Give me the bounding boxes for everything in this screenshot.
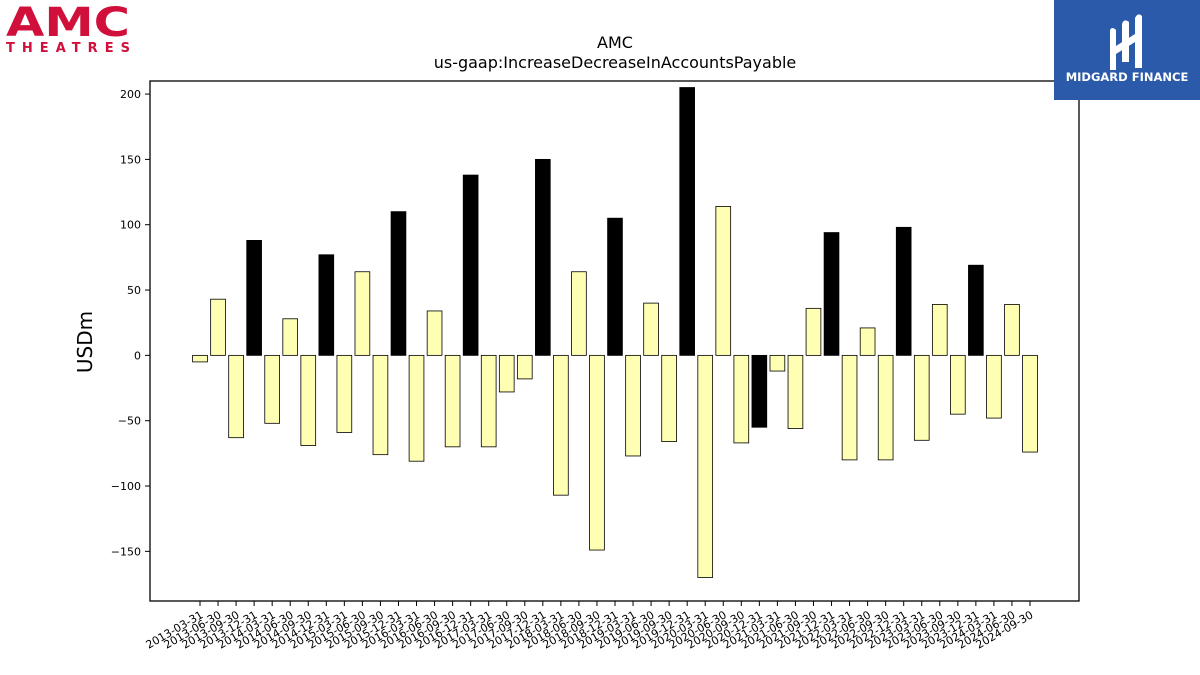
bar-2017-03-31 — [480, 354, 497, 448]
bar-2020-12-31 — [751, 354, 768, 428]
bar-2017-06-30 — [498, 354, 515, 393]
bar-2023-06-30 — [931, 304, 948, 356]
y-tick-label: 50 — [127, 284, 141, 297]
bar-2022-03-31 — [841, 354, 858, 461]
bar-2014-06-30 — [282, 318, 299, 356]
bar-2023-03-31 — [913, 354, 930, 441]
bar-2024-03-31 — [986, 354, 1002, 419]
bar-2024-09-30 — [1022, 354, 1038, 453]
bar-2014-03-31 — [264, 354, 280, 424]
bar-2014-12-31 — [318, 254, 335, 356]
bar-2013-12-31 — [246, 239, 262, 356]
chart-subtitle: us-gaap:IncreaseDecreaseInAccountsPayabl… — [434, 53, 797, 72]
y-tick-label: 150 — [120, 153, 141, 166]
bar-2022-09-30 — [877, 354, 894, 461]
bar-2018-03-31 — [553, 354, 569, 496]
bar-2021-03-31 — [769, 354, 786, 372]
bar-2015-12-31 — [390, 211, 407, 356]
midgard-m-icon — [1110, 14, 1142, 70]
bar-2015-06-30 — [354, 271, 371, 356]
y-tick-label: 100 — [120, 219, 141, 232]
bar-2019-12-31 — [679, 87, 695, 356]
y-tick-label: −150 — [111, 545, 141, 558]
midgard-logo-text: MIDGARD FINANCE — [1066, 70, 1189, 84]
y-tick-label: −50 — [118, 415, 141, 428]
bar-2021-06-30 — [787, 354, 804, 429]
bar-2015-03-31 — [336, 354, 353, 433]
bar-2013-06-30 — [210, 298, 226, 356]
bar-2020-09-30 — [733, 354, 750, 444]
bar-2016-09-30 — [444, 354, 461, 448]
amc-logo-text: AMC — [6, 0, 130, 46]
chart-title: AMC — [597, 33, 633, 52]
bar-2022-12-31 — [895, 226, 912, 356]
y-axis-label: USDm — [73, 311, 97, 373]
plot-frame — [149, 80, 1080, 602]
bar-2016-12-31 — [462, 174, 479, 356]
y-tick-label: 0 — [134, 349, 141, 362]
bar-2022-06-30 — [859, 327, 876, 356]
bar-2020-06-30 — [715, 206, 732, 356]
bar-2021-09-30 — [805, 307, 822, 356]
bar-2018-06-30 — [571, 271, 587, 356]
y-axis: 200 150 100 50 0 −50 −100 −150 — [111, 88, 150, 558]
bar-2020-03-31 — [697, 354, 714, 578]
midgard-finance-logo: MIDGARD FINANCE — [1054, 0, 1200, 100]
amc-logo: AMC THEATRES — [6, 0, 130, 56]
bar-2017-12-31 — [535, 158, 551, 356]
bar-2016-03-31 — [408, 354, 425, 462]
bar-2023-12-31 — [968, 264, 984, 356]
bar-2023-09-30 — [950, 354, 966, 415]
bar-2013-09-30 — [228, 354, 244, 439]
bar-2024-06-30 — [1004, 304, 1020, 356]
bar-2015-09-30 — [372, 354, 389, 456]
bar-2013-03-31 — [192, 354, 208, 363]
bar-2018-12-31 — [607, 217, 623, 356]
bar-2018-09-30 — [589, 354, 605, 551]
y-tick-label: −100 — [111, 480, 141, 493]
bar-2017-09-30 — [516, 354, 533, 380]
bar-2019-03-31 — [625, 354, 641, 457]
bar-2016-06-30 — [426, 310, 443, 356]
x-axis: 2013-03-312013-06-302013-09-302013-12-31… — [144, 601, 1036, 652]
bar-2021-12-31 — [823, 232, 840, 356]
y-tick-label: 200 — [120, 88, 141, 101]
bar-2014-09-30 — [300, 354, 317, 446]
bar-2019-06-30 — [643, 302, 659, 356]
bar-2019-09-30 — [661, 354, 677, 442]
bars-group — [192, 87, 1038, 578]
